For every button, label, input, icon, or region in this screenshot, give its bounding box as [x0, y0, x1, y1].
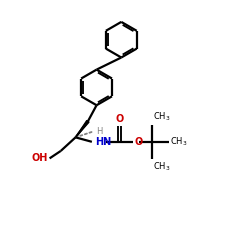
Text: CH$_3$: CH$_3$	[153, 111, 171, 123]
Text: OH: OH	[32, 153, 48, 164]
Text: CH$_3$: CH$_3$	[153, 160, 171, 173]
Text: HN: HN	[95, 137, 111, 147]
Text: H: H	[96, 127, 102, 136]
Text: O: O	[134, 137, 143, 147]
Text: CH$_3$: CH$_3$	[170, 136, 188, 148]
Polygon shape	[76, 120, 89, 137]
Text: O: O	[116, 114, 124, 124]
